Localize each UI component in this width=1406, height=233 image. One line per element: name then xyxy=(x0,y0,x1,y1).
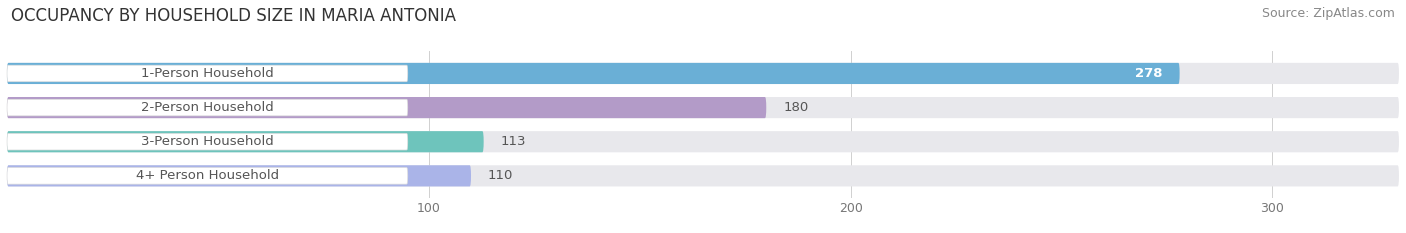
FancyBboxPatch shape xyxy=(7,65,408,82)
FancyBboxPatch shape xyxy=(7,97,1399,118)
FancyBboxPatch shape xyxy=(7,99,408,116)
FancyBboxPatch shape xyxy=(7,165,1399,186)
FancyBboxPatch shape xyxy=(7,131,1399,152)
Text: 4+ Person Household: 4+ Person Household xyxy=(136,169,278,182)
FancyBboxPatch shape xyxy=(7,165,471,186)
FancyBboxPatch shape xyxy=(7,63,1399,84)
Text: 180: 180 xyxy=(783,101,808,114)
FancyBboxPatch shape xyxy=(7,97,766,118)
Text: Source: ZipAtlas.com: Source: ZipAtlas.com xyxy=(1261,7,1395,20)
Text: 1-Person Household: 1-Person Household xyxy=(141,67,274,80)
Text: 110: 110 xyxy=(488,169,513,182)
Text: 2-Person Household: 2-Person Household xyxy=(141,101,274,114)
Text: 278: 278 xyxy=(1135,67,1163,80)
Text: 113: 113 xyxy=(501,135,526,148)
FancyBboxPatch shape xyxy=(7,134,408,150)
FancyBboxPatch shape xyxy=(7,131,484,152)
FancyBboxPatch shape xyxy=(7,168,408,184)
Text: OCCUPANCY BY HOUSEHOLD SIZE IN MARIA ANTONIA: OCCUPANCY BY HOUSEHOLD SIZE IN MARIA ANT… xyxy=(11,7,457,25)
Text: 3-Person Household: 3-Person Household xyxy=(141,135,274,148)
FancyBboxPatch shape xyxy=(7,63,1180,84)
